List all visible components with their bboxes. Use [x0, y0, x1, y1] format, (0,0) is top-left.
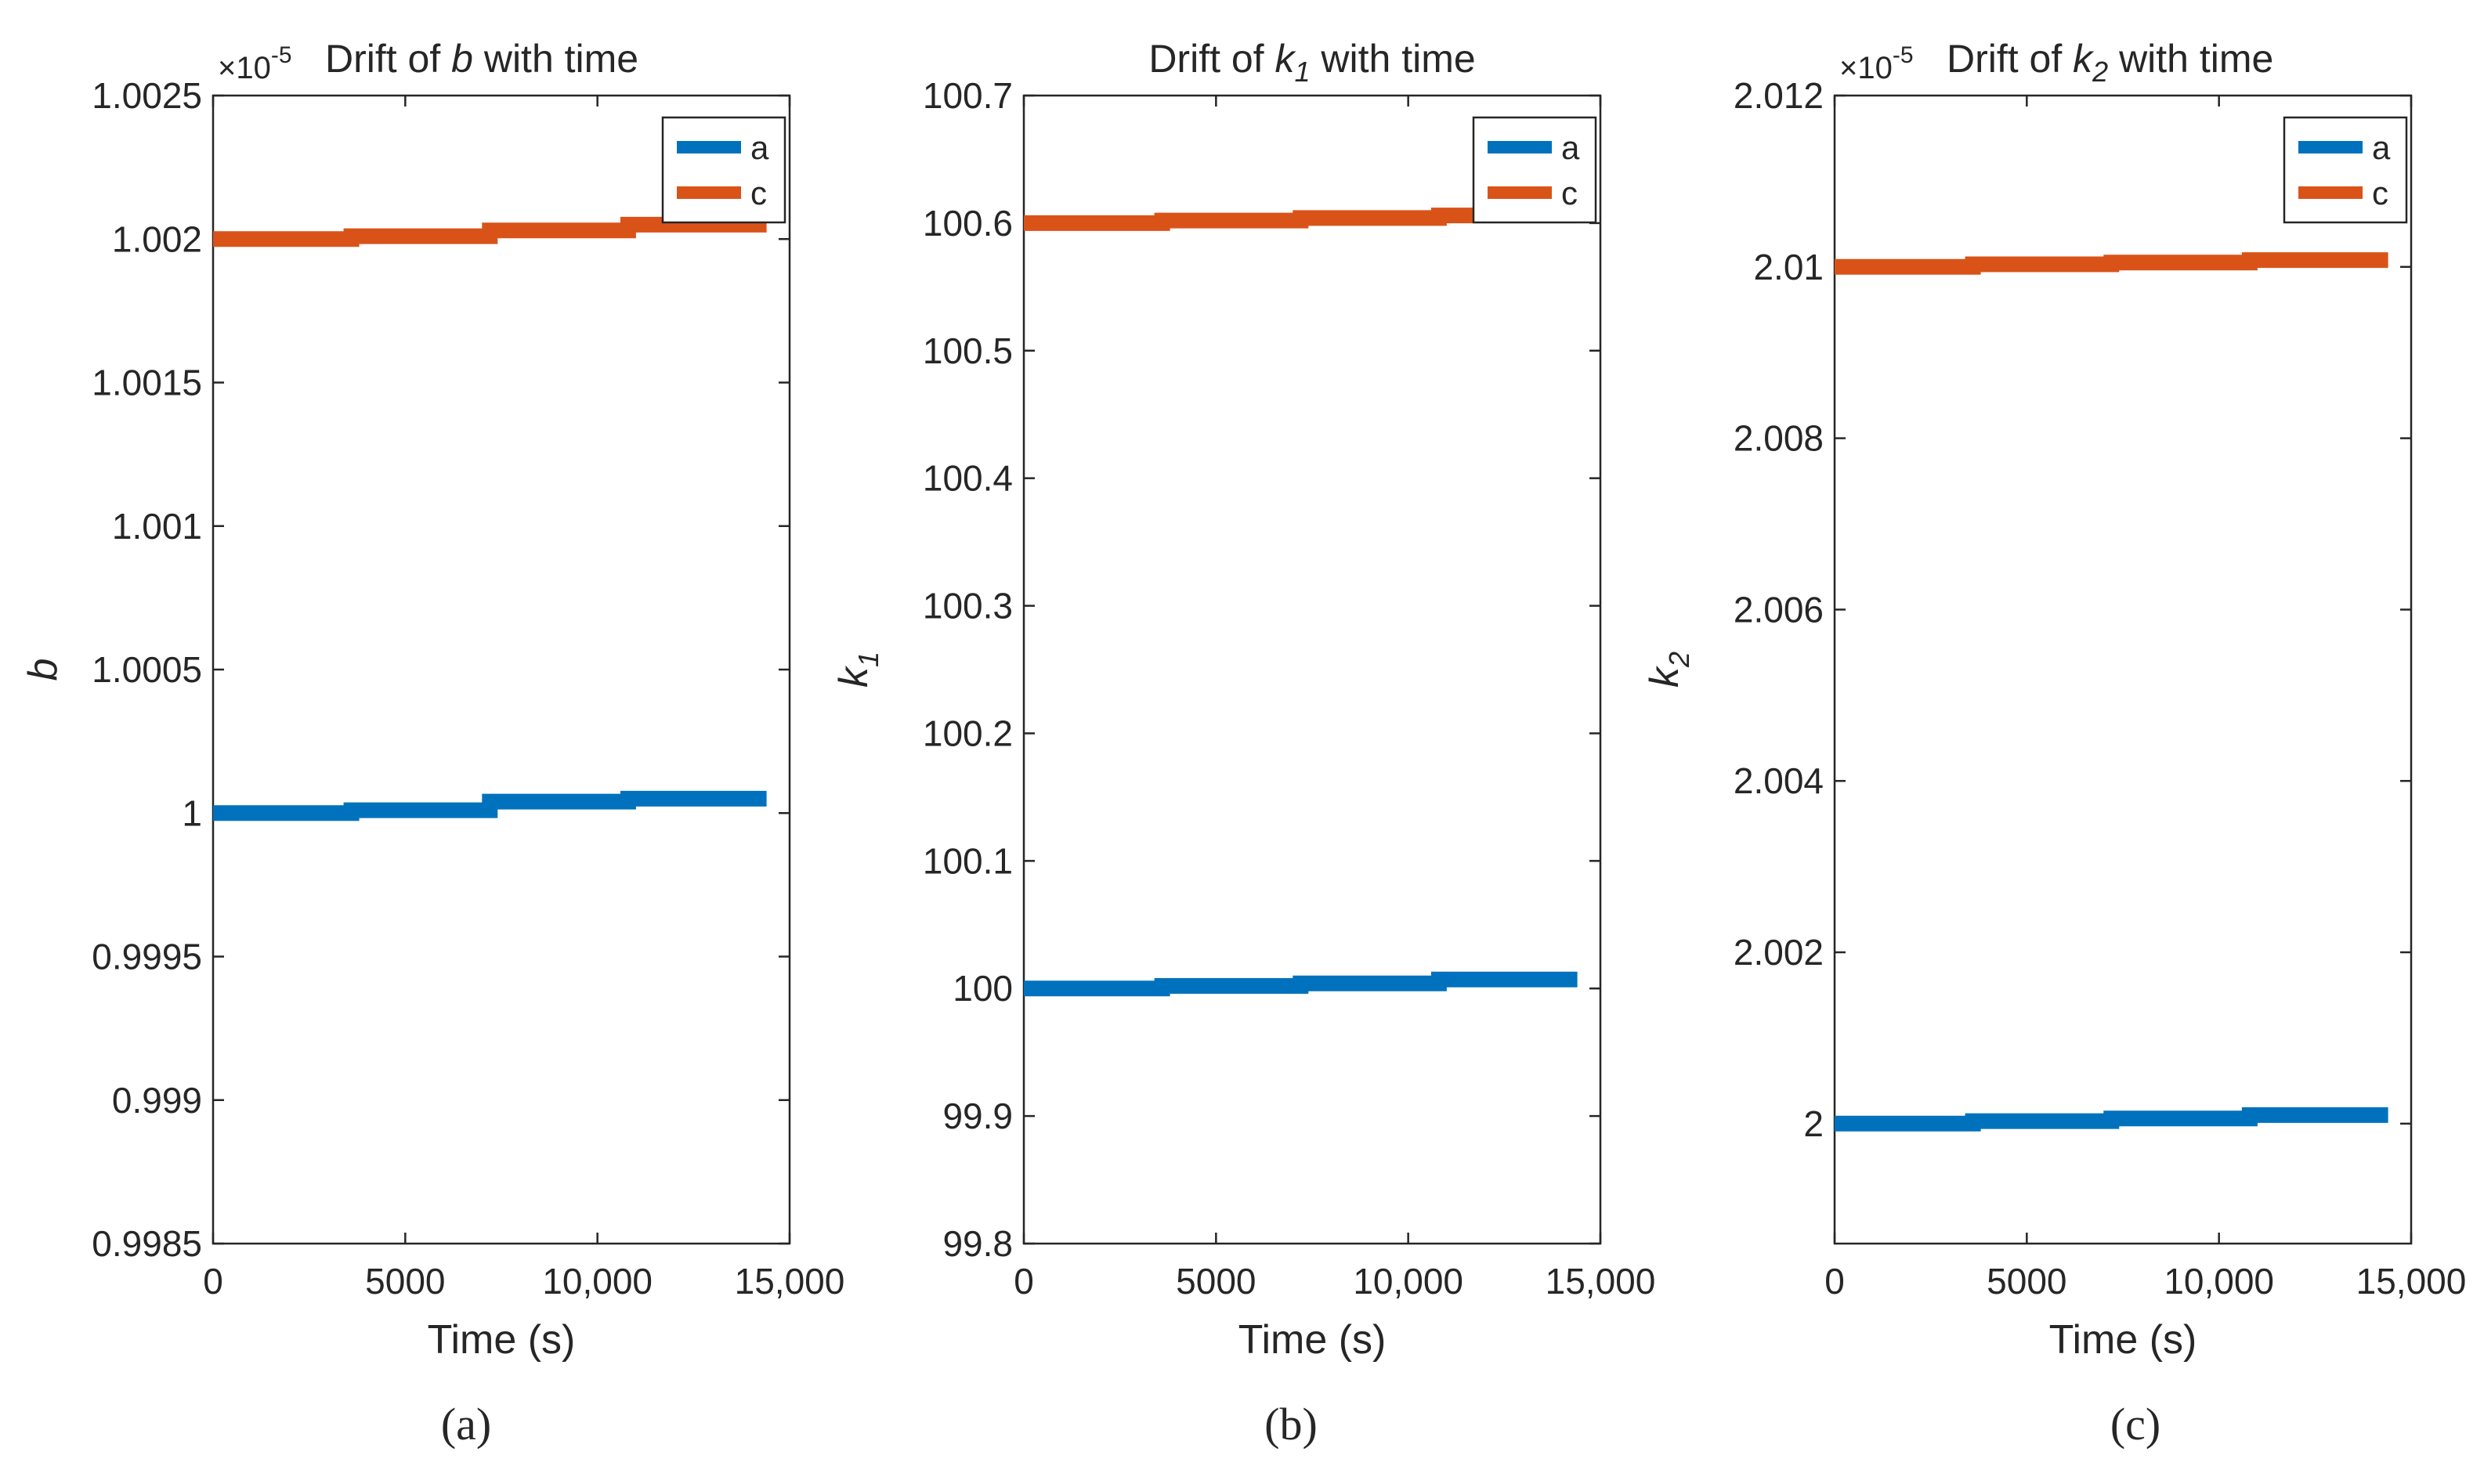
series-line-c [213, 216, 767, 247]
chart-title-symbol: k [1275, 37, 1296, 81]
y-axis-label-symbol: k [1642, 665, 1687, 688]
y-tick-label: 2.008 [1734, 418, 1824, 459]
y-tick-label: 1 [182, 793, 202, 833]
axis-exponent: ×10-5 [1839, 42, 1914, 85]
legend: ac [661, 116, 786, 224]
legend-label-a: a [2372, 129, 2391, 166]
y-axis-label-subscript: 2 [1663, 652, 1695, 668]
y-tick-label: 1.002 [112, 218, 202, 259]
y-axis-label-symbol: k [831, 665, 877, 688]
chart-title-prefix: Drift of [325, 37, 451, 81]
chart-panel-0: 0 5000 10,000 15,000 0.9985 0.999 0.9995 1 1.000… [20, 37, 844, 1363]
y-tick-label: 1.001 [112, 506, 202, 547]
x-tick-label: 10,000 [2164, 1261, 2274, 1302]
y-tick-label: 2.006 [1734, 589, 1824, 630]
x-axis-label: Time (s) [428, 1317, 576, 1363]
legend-label-c: c [750, 175, 767, 211]
y-tick-label: 1.0005 [92, 649, 202, 690]
y-tick-label: 100.6 [923, 203, 1013, 244]
chart-title-prefix: Drift of [1148, 37, 1275, 81]
chart-title: Drift of k1 with time [1148, 37, 1475, 88]
legend-label-c: c [2372, 175, 2388, 211]
axis-exponent-power: -5 [1893, 42, 1914, 68]
y-tick-label: 0.9985 [92, 1223, 202, 1264]
series-line-c [1024, 208, 1578, 231]
y-tick-label: 100.7 [923, 75, 1013, 116]
y-tick-label: 100.1 [923, 840, 1013, 881]
legend: ac [1472, 116, 1597, 224]
x-tick-label: 5000 [1987, 1261, 2066, 1302]
y-tick-label: 100.3 [923, 586, 1013, 626]
chart-panel-2: 0 5000 10,000 15,000 2 2.002 2.004 2.006 2.008 2.… [1642, 37, 2466, 1363]
axis-exponent-base: ×10 [1839, 51, 1893, 85]
legend-label-c: c [1561, 175, 1578, 211]
y-tick-label: 100.2 [923, 713, 1013, 753]
caption-a: (a) [441, 1399, 491, 1450]
legend-label-a: a [1561, 129, 1580, 166]
plot-area-frame [1833, 94, 2413, 1245]
legend-box [2283, 116, 2408, 224]
y-tick-label: 99.8 [942, 1223, 1013, 1264]
y-axis-label-symbol: b [20, 659, 66, 681]
legend-box [1472, 116, 1597, 224]
y-tick-label: 99.9 [942, 1096, 1013, 1136]
chart-title: Drift of k2 with time [1947, 37, 2273, 88]
y-axis-label: b [20, 659, 66, 681]
x-axis-label: Time (s) [2049, 1317, 2197, 1363]
series-line-c [1835, 252, 2388, 275]
chart-title-suffix: with time [1311, 37, 1476, 81]
chart-panel-1: 0 5000 10,000 15,000 99.8 99.9 100 100.1 100.2 10… [831, 37, 1655, 1363]
x-tick-label: 0 [1014, 1261, 1034, 1302]
legend-box [661, 116, 786, 224]
y-tick-label: 100.4 [923, 458, 1013, 499]
caption-c: (c) [2110, 1399, 2160, 1450]
chart-title-suffix: with time [2108, 37, 2273, 81]
caption-b: (b) [1264, 1399, 1318, 1450]
series-line-a [213, 790, 767, 821]
axis-exponent-power: -5 [271, 42, 292, 68]
y-tick-label: 0.999 [112, 1080, 202, 1121]
y-tick-label: 2.004 [1734, 760, 1824, 801]
y-tick-label: 2.002 [1734, 932, 1824, 973]
chart-title-subscript: 1 [1294, 56, 1310, 88]
y-tick-label: 0.9995 [92, 937, 202, 977]
series-line-a [1024, 971, 1578, 997]
x-tick-label: 0 [1824, 1261, 1845, 1302]
chart-title-symbol: b [451, 37, 473, 81]
y-tick-label: 1.0015 [92, 363, 202, 403]
x-tick-label: 0 [203, 1261, 223, 1302]
x-tick-label: 10,000 [1353, 1261, 1463, 1302]
y-axis-label: k2 [1642, 652, 1695, 688]
y-tick-label: 2.012 [1734, 75, 1824, 116]
x-tick-label: 15,000 [1546, 1261, 1656, 1302]
series-line-a [1835, 1107, 2388, 1132]
axis-exponent: ×10-5 [218, 42, 292, 85]
x-axis-label: Time (s) [1238, 1317, 1387, 1363]
x-tick-label: 15,000 [735, 1261, 845, 1302]
y-axis-label-subscript: 1 [852, 652, 884, 667]
chart-title-suffix: with time [473, 37, 638, 81]
x-tick-label: 15,000 [2356, 1261, 2467, 1302]
axis-exponent-base: ×10 [218, 51, 271, 85]
x-tick-label: 5000 [365, 1261, 445, 1302]
chart-title: Drift of b with time [325, 37, 638, 81]
y-tick-label: 2 [1803, 1103, 1824, 1144]
y-tick-label: 1.0025 [92, 75, 202, 116]
y-tick-label: 100 [953, 968, 1013, 1009]
y-tick-label: 100.5 [923, 330, 1013, 371]
legend-label-a: a [750, 129, 769, 166]
x-tick-label: 5000 [1176, 1261, 1256, 1302]
chart-title-symbol: k [2073, 37, 2095, 81]
chart-title-subscript: 2 [2092, 56, 2108, 88]
legend: ac [2283, 116, 2408, 224]
chart-title-prefix: Drift of [1947, 37, 2073, 81]
x-tick-label: 10,000 [542, 1261, 653, 1302]
y-tick-label: 2.01 [1753, 247, 1824, 287]
y-axis-label: k1 [831, 652, 884, 688]
plot-area-frame [1022, 94, 1602, 1245]
